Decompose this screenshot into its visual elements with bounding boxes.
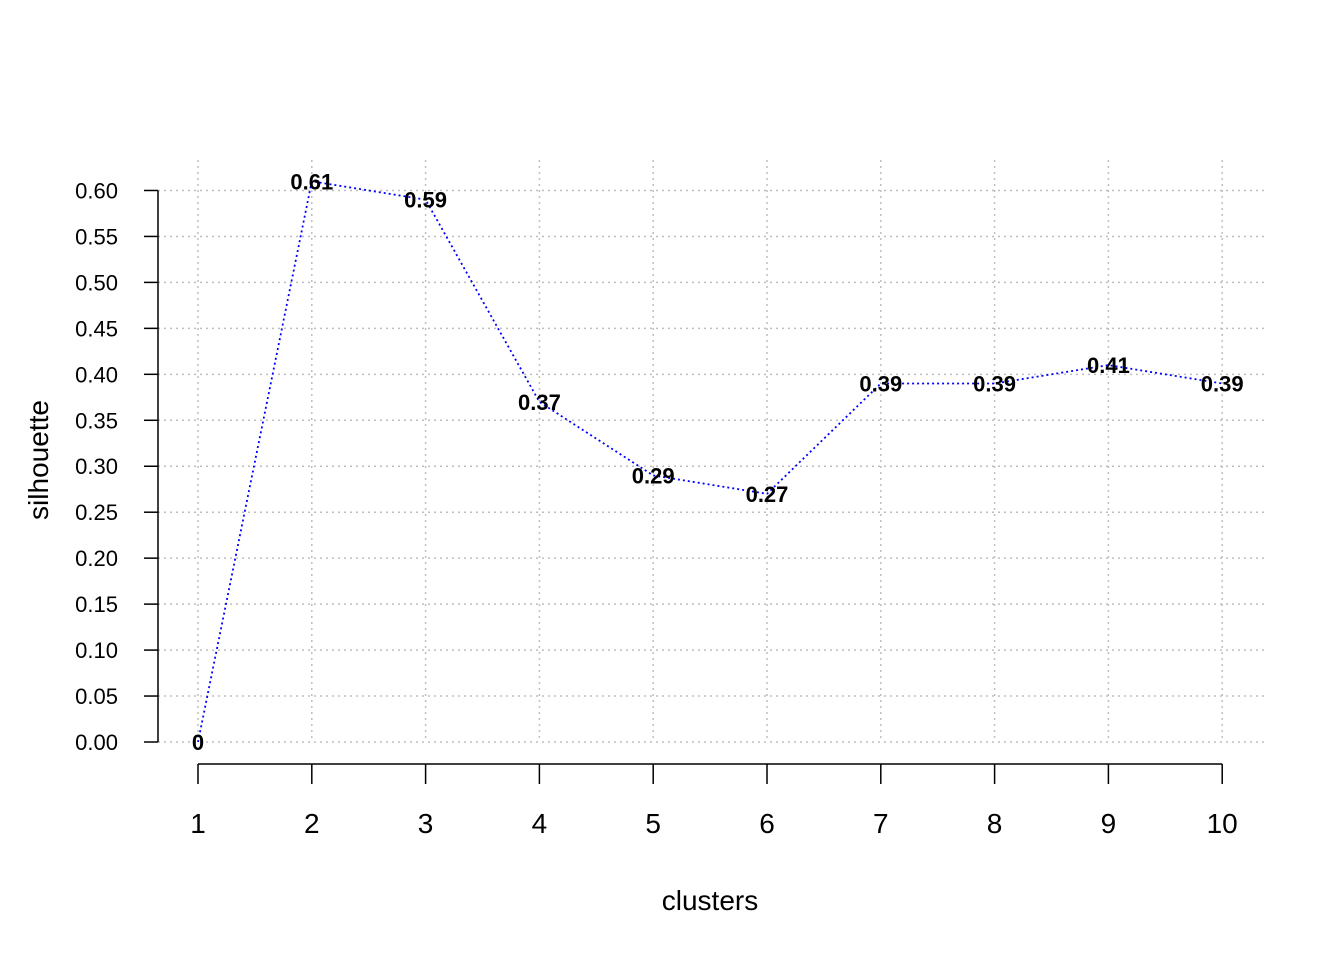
x-tick-label: 6 bbox=[759, 808, 775, 839]
y-ticks: 0.00 0.05 0.10 0.15 0.20 0.25 0.30 0.35 0.40 0.45… bbox=[75, 178, 158, 755]
data-label: 0.41 bbox=[1087, 353, 1130, 378]
y-tick-label: 0.55 bbox=[75, 224, 118, 249]
y-axis-title: silhouette bbox=[23, 400, 54, 520]
data-labels: 0 0.61 0.59 0.37 0.29 0.27 0.39 0.39 0.41 0.39 bbox=[192, 169, 1244, 755]
x-ticks: 1 2 3 4 5 6 7 8 9 10 bbox=[190, 764, 1238, 839]
y-tick-label: 0.25 bbox=[75, 500, 118, 525]
y-tick-label: 0.45 bbox=[75, 316, 118, 341]
data-label: 0.39 bbox=[859, 372, 902, 397]
x-tick-label: 3 bbox=[418, 808, 434, 839]
data-label: 0.29 bbox=[632, 463, 675, 488]
data-label: 0.39 bbox=[973, 372, 1016, 397]
series-line bbox=[197, 180, 1223, 743]
y-tick-label: 0.60 bbox=[75, 178, 118, 203]
y-tick-label: 0.35 bbox=[75, 408, 118, 433]
data-label: 0.27 bbox=[746, 482, 789, 507]
y-tick-label: 0.50 bbox=[75, 270, 118, 295]
y-tick-label: 0.05 bbox=[75, 684, 118, 709]
x-tick-label: 8 bbox=[987, 808, 1003, 839]
x-tick-label: 1 bbox=[190, 808, 206, 839]
y-tick-label: 0.00 bbox=[75, 730, 118, 755]
x-tick-label: 5 bbox=[645, 808, 661, 839]
x-axis-title: clusters bbox=[662, 885, 758, 916]
x-tick-label: 4 bbox=[532, 808, 548, 839]
data-label: 0.39 bbox=[1201, 372, 1244, 397]
grid bbox=[158, 160, 1266, 743]
x-tick-label: 10 bbox=[1207, 808, 1238, 839]
y-tick-label: 0.30 bbox=[75, 454, 118, 479]
y-tick-label: 0.40 bbox=[75, 362, 118, 387]
x-tick-label: 2 bbox=[304, 808, 320, 839]
y-tick-label: 0.15 bbox=[75, 592, 118, 617]
data-label: 0 bbox=[192, 730, 204, 755]
series bbox=[197, 180, 1223, 743]
x-tick-label: 7 bbox=[873, 808, 889, 839]
data-label: 0.37 bbox=[518, 390, 561, 415]
x-tick-label: 9 bbox=[1101, 808, 1117, 839]
data-label: 0.59 bbox=[404, 188, 447, 213]
axes bbox=[157, 190, 1223, 765]
y-tick-label: 0.10 bbox=[75, 638, 118, 663]
y-tick-label: 0.20 bbox=[75, 546, 118, 571]
data-label: 0.61 bbox=[290, 169, 333, 194]
